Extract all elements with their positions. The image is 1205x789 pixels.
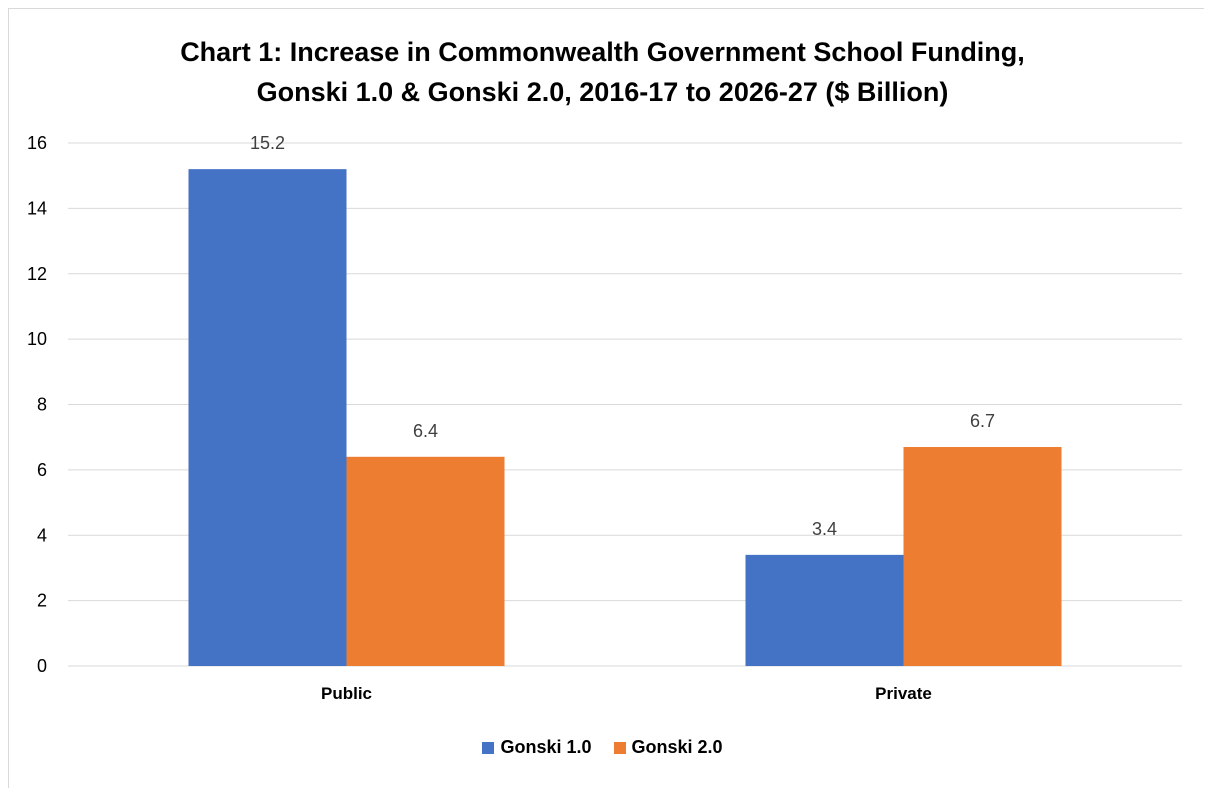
data-label: 6.4 <box>413 421 438 441</box>
bar-private-series-1 <box>745 554 904 666</box>
y-tick-label: 4 <box>37 525 47 545</box>
legend-swatch-gonski-2 <box>613 741 626 754</box>
y-tick-label: 8 <box>37 395 47 415</box>
legend-item-gonski-2: Gonski 2.0 <box>613 737 723 758</box>
y-tick-label: 12 <box>27 264 47 284</box>
y-tick-label: 2 <box>37 591 47 611</box>
data-label: 6.7 <box>970 411 995 431</box>
legend-swatch-gonski-1 <box>482 741 495 754</box>
y-tick-label: 10 <box>27 329 47 349</box>
legend-label-gonski-1: Gonski 1.0 <box>500 737 592 757</box>
bar-public-series-2 <box>346 456 505 666</box>
y-tick-label: 16 <box>27 133 47 153</box>
chart-frame <box>8 8 1204 788</box>
bar-private-series-2 <box>903 446 1062 666</box>
y-tick-label: 0 <box>37 656 47 676</box>
data-label: 15.2 <box>250 133 285 153</box>
legend-item-gonski-1: Gonski 1.0 <box>482 737 592 758</box>
data-label: 3.4 <box>812 519 837 539</box>
y-tick-label: 6 <box>37 460 47 480</box>
bar-public-series-1 <box>188 169 347 666</box>
legend-label-gonski-2: Gonski 2.0 <box>631 737 723 757</box>
y-tick-label: 14 <box>27 198 47 218</box>
x-category-label: Public <box>321 684 372 703</box>
chart-title-line-1: Chart 1: Increase in Commonwealth Govern… <box>180 37 1025 67</box>
x-category-label: Private <box>875 684 932 703</box>
chart-title: Chart 1: Increase in Commonwealth Govern… <box>0 32 1205 112</box>
chart-title-line-2: Gonski 1.0 & Gonski 2.0, 2016-17 to 2026… <box>256 77 949 107</box>
legend: Gonski 1.0 Gonski 2.0 <box>0 737 1205 758</box>
